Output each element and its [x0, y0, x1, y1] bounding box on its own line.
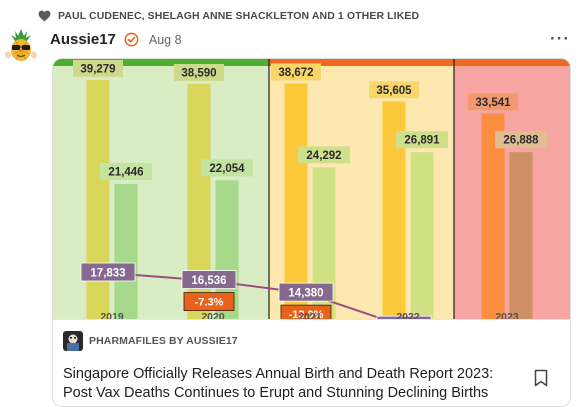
article-title[interactable]: Singapore Officially Releases Annual Bir…: [63, 366, 494, 401]
pct-change-label: -7.3%: [195, 297, 224, 309]
chart-labels: 39,279 21,446 38,590 22,054 38,672 24,292 35,6…: [73, 59, 547, 319]
line-value-box: [181, 270, 237, 289]
bar-value-deaths: 26,891: [404, 135, 440, 147]
bar-value-box: [73, 59, 123, 77]
bar-deaths: [312, 167, 336, 319]
bar-births: [86, 79, 110, 319]
bar-value-box: [271, 63, 321, 81]
bar-value-deaths: 21,446: [108, 166, 143, 178]
line-value-label: 16,536: [191, 275, 226, 287]
liked-bar: PAUL CUDENEC, SHELAGH ANNE SHACKLETON AN…: [38, 9, 419, 23]
line-value-box: [80, 262, 136, 282]
heart-icon: [38, 10, 51, 22]
publication-row: PHARMAFILES BY AUSSIE17: [63, 331, 238, 351]
bar-value-deaths: 24,292: [306, 150, 341, 162]
pct-change-label: -13.0%: [289, 309, 324, 319]
line-value-label: 17,833: [90, 268, 125, 280]
more-options-button[interactable]: ···: [550, 29, 570, 48]
x-tick-label: 2022: [396, 311, 420, 319]
x-tick-label: 2020: [201, 311, 225, 319]
bar-value-deaths: 22,054: [209, 163, 245, 175]
bar-deaths: [114, 183, 138, 319]
verified-badge-icon: [124, 32, 139, 47]
zone-top-strip: [53, 59, 269, 66]
line-value-label: 14,380: [288, 288, 323, 300]
pct-change-box: [183, 292, 235, 311]
card-footer: PHARMAFILES BY AUSSIE17 Singapore Offici…: [53, 319, 570, 406]
bar-value-box: [201, 159, 253, 177]
post-date[interactable]: Aug 8: [148, 32, 182, 47]
bar-value-births: 33,541: [475, 97, 511, 109]
bar-value-births: 38,672: [278, 67, 313, 79]
publication-name[interactable]: PHARMAFILES BY AUSSIE17: [89, 335, 238, 347]
bar-value-box: [468, 93, 518, 111]
bar-deaths: [410, 152, 434, 319]
zone-top-strip: [269, 59, 570, 66]
article-card[interactable]: 39,279 21,446 38,590 22,054 38,672 24,292 35,6…: [52, 58, 571, 407]
post-header: Aussie17 Aug 8: [50, 31, 182, 48]
liked-by-text[interactable]: PAUL CUDENEC, SHELAGH ANNE SHACKLETON AN…: [58, 10, 420, 22]
chart-x-axis: 2019 2020 2021 2022 2023: [100, 311, 519, 319]
bar-deaths: [509, 152, 533, 319]
bar-value-box: [495, 131, 547, 149]
bar-births: [481, 113, 505, 319]
line-value-box: [376, 315, 432, 319]
bar-value-births: 35,605: [376, 85, 412, 97]
bar-value-box: [100, 162, 152, 180]
x-tick-label: 2019: [100, 311, 124, 319]
x-tick-label: 2023: [495, 311, 519, 319]
bar-value-births: 38,590: [181, 67, 216, 79]
bar-value-box: [298, 146, 350, 164]
article-chart-image: 39,279 21,446 38,590 22,054 38,672 24,292 35,6…: [53, 59, 570, 319]
bar-value-box: [174, 63, 224, 81]
bar-births: [382, 101, 406, 319]
bar-births: [187, 83, 211, 319]
bar-value-births: 39,279: [80, 63, 115, 75]
pct-change-box: [280, 304, 332, 319]
line-value-box: [278, 282, 334, 302]
chart-bars: [86, 79, 533, 319]
avatar[interactable]: [4, 27, 38, 63]
author-name[interactable]: Aussie17: [50, 31, 116, 48]
bar-value-deaths: 26,888: [503, 135, 539, 147]
publication-logo[interactable]: [63, 331, 83, 351]
bar-value-box: [396, 131, 448, 149]
bookmark-icon[interactable]: [534, 369, 548, 387]
bar-value-box: [369, 81, 419, 99]
bar-births: [284, 83, 308, 319]
x-tick-label: 2021: [298, 311, 322, 319]
